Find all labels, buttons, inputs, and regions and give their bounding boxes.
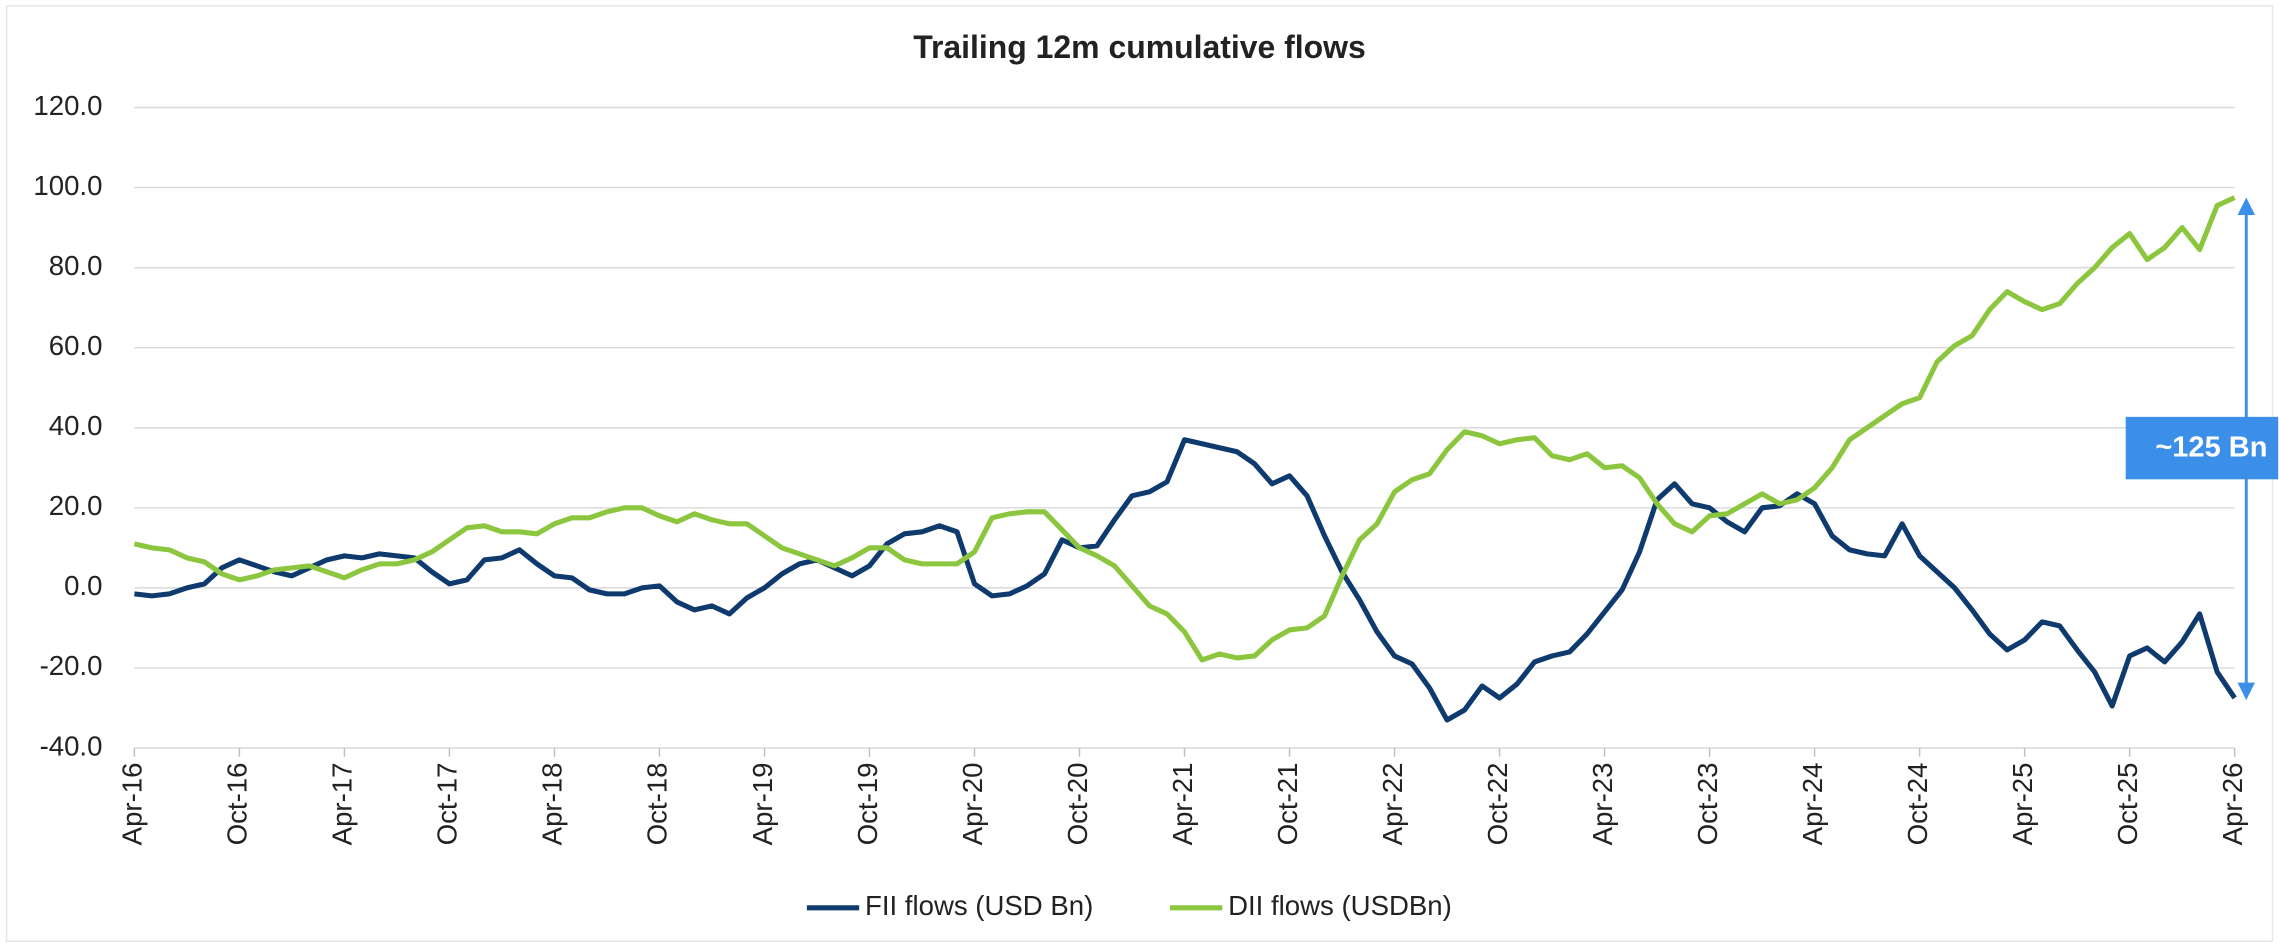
annotation-box <box>2125 416 2279 480</box>
x-tick-label: Oct-19 <box>852 763 883 846</box>
annotation: ~125 Bn <box>2125 197 2279 701</box>
x-tick-label: Apr-19 <box>747 763 778 846</box>
y-tick-label: 80.0 <box>49 250 103 281</box>
x-tick-label: Apr-23 <box>1587 763 1618 846</box>
x-tick-label: Apr-26 <box>2217 763 2248 846</box>
x-tick-label: Oct-16 <box>222 763 253 846</box>
y-tick-label: 120.0 <box>33 90 102 121</box>
y-tick-label: 100.0 <box>33 170 102 201</box>
x-tick-label: Oct-25 <box>2112 763 2143 846</box>
y-tick-label: 20.0 <box>49 490 103 521</box>
legend-label: FII flows (USD Bn) <box>865 890 1093 921</box>
x-tick-label: Apr-25 <box>2007 763 2038 846</box>
y-tick-label: 60.0 <box>49 330 103 361</box>
y-tick-label: 40.0 <box>49 410 103 441</box>
x-tick-label: Oct-24 <box>1902 763 1933 846</box>
y-tick-label: 0.0 <box>64 570 102 601</box>
arrow-head <box>2237 197 2255 215</box>
lines <box>133 195 2237 723</box>
x-tick-label: Oct-18 <box>642 763 673 846</box>
x-tick-label: Oct-21 <box>1272 763 1303 846</box>
x-tick-label: Apr-21 <box>1167 763 1198 846</box>
x-tick-label: Apr-17 <box>327 763 358 846</box>
grid: -40.0 -20.0 0.0 20.0 40.0 60.0 80.0 100.0 120.0 A… <box>33 90 2247 846</box>
chart-title: Trailing 12m cumulative flows <box>913 29 1366 65</box>
legend-label: DII flows (USDBn) <box>1228 890 1452 921</box>
x-tick-label: Oct-17 <box>432 763 463 846</box>
x-tick-label: Apr-20 <box>957 763 988 846</box>
x-tick-label: Apr-24 <box>1797 763 1828 846</box>
series-line <box>134 437 2237 723</box>
x-tick-label: Oct-20 <box>1062 763 1093 846</box>
x-tick-label: Apr-18 <box>537 763 568 846</box>
y-tick-label: -40.0 <box>40 730 103 761</box>
x-tick-label: Oct-23 <box>1692 763 1723 846</box>
chart-frame <box>5 5 2274 942</box>
arrow-head <box>2237 682 2255 701</box>
x-tick-label: Apr-22 <box>1377 763 1408 846</box>
annotation-text: ~125 Bn <box>2155 431 2267 463</box>
x-tick-label: Apr-16 <box>117 763 148 846</box>
y-tick-label: -20.0 <box>40 650 103 681</box>
series-line <box>133 195 2236 663</box>
legend: FII flows (USD Bn) DII flows (USDBn) <box>806 890 1452 921</box>
x-tick-label: Oct-22 <box>1482 763 1513 846</box>
